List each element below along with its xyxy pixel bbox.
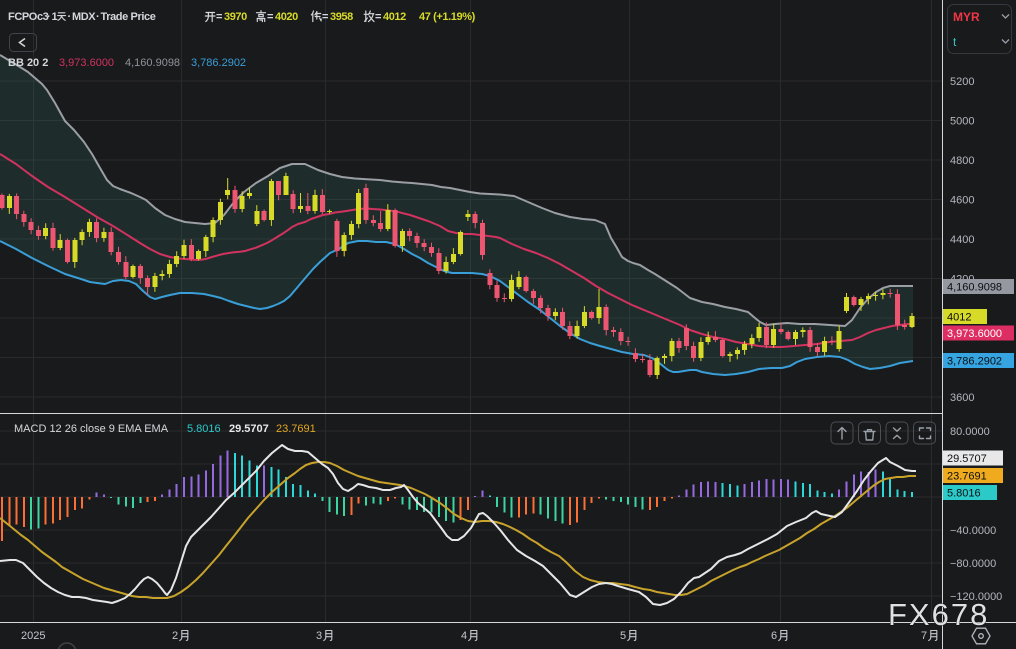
svg-text:4400: 4400: [950, 234, 974, 246]
svg-text:6: 6: [771, 630, 777, 642]
svg-text:3: 3: [316, 630, 322, 642]
svg-text:MDX: MDX: [72, 11, 96, 23]
svg-text:4: 4: [461, 630, 467, 642]
svg-text:MACD 12 26 close 9 EMA EMA: MACD 12 26 close 9 EMA EMA: [14, 423, 169, 435]
svg-text:2025: 2025: [21, 630, 45, 642]
svg-text:=: =: [375, 11, 381, 23]
svg-text:5200: 5200: [950, 76, 974, 88]
svg-text:3970: 3970: [224, 11, 247, 23]
svg-text:=: =: [322, 11, 328, 23]
svg-text:4012: 4012: [383, 11, 406, 23]
svg-text:=: =: [267, 11, 273, 23]
svg-text:4,160.9098: 4,160.9098: [125, 57, 180, 69]
svg-text:−40.0000: −40.0000: [950, 525, 996, 537]
svg-text:t: t: [953, 35, 957, 49]
svg-text:·: ·: [47, 11, 50, 23]
svg-text:3958: 3958: [330, 11, 353, 23]
svg-text:4012: 4012: [947, 312, 971, 324]
svg-text:7: 7: [921, 630, 927, 642]
svg-text:=: =: [216, 11, 222, 23]
svg-text:BB 20 2: BB 20 2: [8, 57, 48, 69]
svg-text:3,973.6000: 3,973.6000: [947, 328, 1002, 340]
svg-text:3600: 3600: [950, 392, 974, 404]
svg-text:−120.0000: −120.0000: [950, 591, 1002, 603]
svg-text:5.8016: 5.8016: [947, 488, 981, 500]
svg-text:3,786.2902: 3,786.2902: [947, 356, 1002, 368]
svg-text:4600: 4600: [950, 195, 974, 207]
svg-text:5.8016: 5.8016: [187, 423, 221, 435]
svg-text:4020: 4020: [275, 11, 298, 23]
svg-text:4,160.9098: 4,160.9098: [947, 282, 1002, 294]
svg-text:5: 5: [620, 630, 626, 642]
svg-text:1: 1: [52, 11, 58, 23]
svg-text:3,786.2902: 3,786.2902: [191, 57, 246, 69]
svg-text:−80.0000: −80.0000: [950, 558, 996, 570]
svg-text:2: 2: [172, 630, 178, 642]
svg-text:·: ·: [96, 11, 99, 23]
svg-text:23.7691: 23.7691: [947, 471, 987, 483]
svg-text:5000: 5000: [950, 116, 974, 128]
svg-text:FX678: FX678: [888, 597, 989, 632]
svg-text:47 (+1.19%): 47 (+1.19%): [419, 11, 476, 23]
svg-text:Trade Price: Trade Price: [101, 11, 156, 23]
svg-text:23.7691: 23.7691: [276, 423, 316, 435]
svg-text:4800: 4800: [950, 155, 974, 167]
svg-text:FCPOc3: FCPOc3: [8, 11, 49, 23]
svg-text:MYR: MYR: [953, 10, 980, 24]
svg-text:80.0000: 80.0000: [950, 426, 990, 438]
svg-text:·: ·: [68, 11, 71, 23]
svg-text:3,973.6000: 3,973.6000: [59, 57, 114, 69]
svg-text:29.5707: 29.5707: [229, 423, 269, 435]
svg-text:29.5707: 29.5707: [947, 453, 987, 465]
